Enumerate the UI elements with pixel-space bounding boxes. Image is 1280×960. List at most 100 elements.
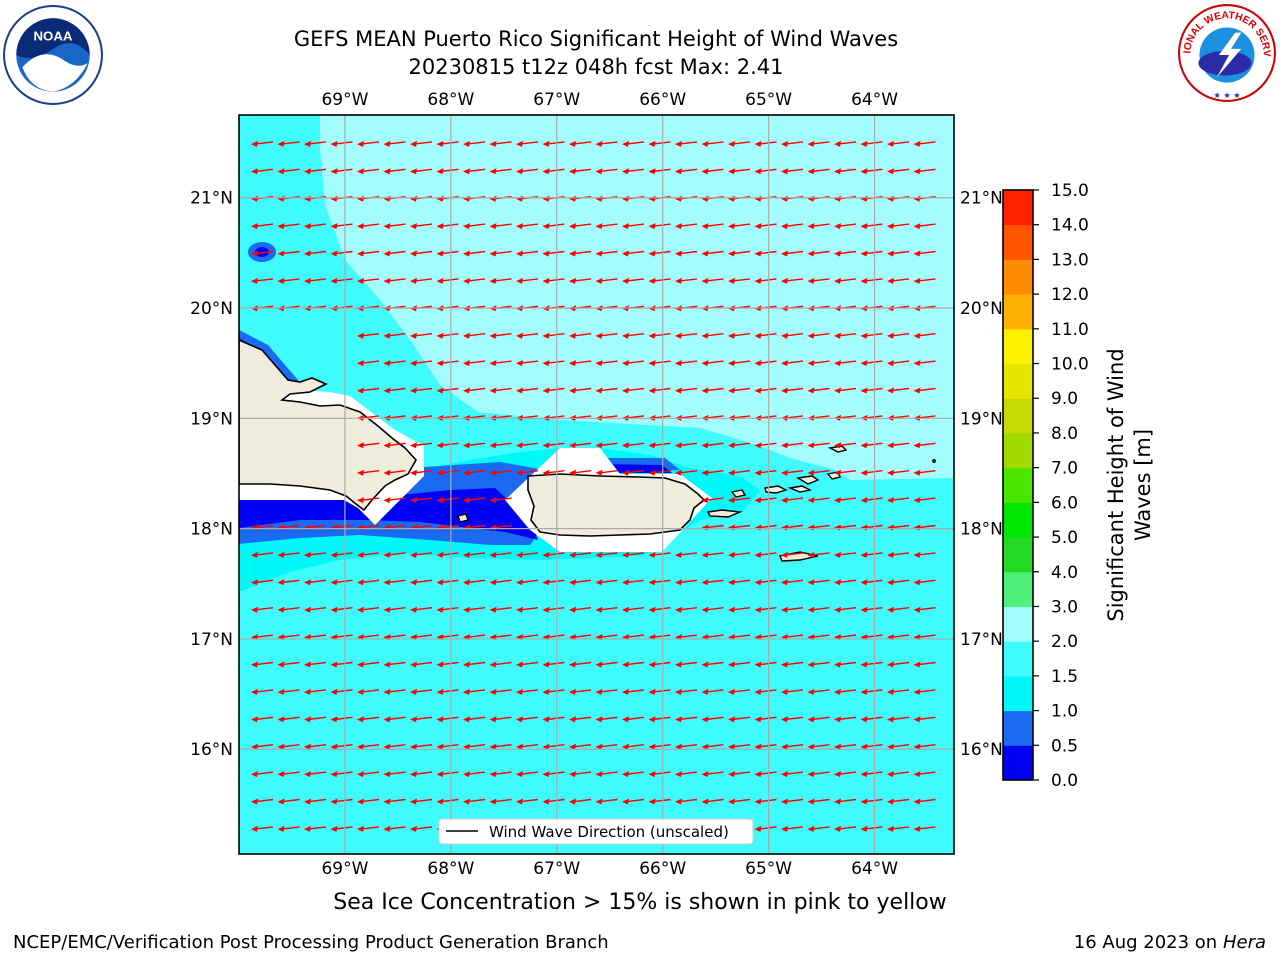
wind-arrow [913,579,936,586]
wind-arrow [754,497,777,504]
wind-arrow [277,250,300,257]
wind-arrow [569,332,592,339]
wind-arrow [595,771,618,778]
wind-arrow [781,223,804,230]
wind-arrow [595,743,618,750]
wind-arrow [595,223,618,230]
wind-arrow [357,442,380,449]
wind-arrow [860,168,883,175]
wind-arrow [754,469,777,476]
wind-arrow [834,661,857,668]
wind-arrow [251,140,274,147]
wind-arrow [410,579,433,586]
wind-arrow [436,606,459,613]
colorbar-band-15 [1003,224,1033,260]
wind-arrow [463,168,486,175]
wind-arrow [887,387,910,394]
wind-arrow [887,798,910,805]
wind-arrow [807,551,830,558]
wind-arrow [595,250,618,257]
wind-arrow [754,250,777,257]
wind-arrow [304,140,327,147]
wind-arrow [357,743,380,750]
wind-arrow [489,606,512,613]
graticule [239,115,954,854]
wind-arrow [675,168,698,175]
wind-arrow [410,743,433,750]
colorbar-tick-label-17: 15.0 [1051,181,1089,201]
wind-arrow [542,442,565,449]
wind-arrow [410,277,433,284]
wind-arrow [383,360,406,367]
wind-arrow [675,661,698,668]
wind-arrow [648,442,671,449]
wind-arrow [436,771,459,778]
wind-arrow [330,551,353,558]
wind-arrow [648,223,671,230]
wind-arrow [569,798,592,805]
wind-arrow [463,551,486,558]
wind-arrow [595,360,618,367]
wind-arrow [754,716,777,723]
colorbar-tick-label-8: 6.0 [1051,493,1078,513]
wind-arrow [410,140,433,147]
lon-label-bottom-5: 64°W [851,859,898,879]
wind-arrow [834,798,857,805]
wind-arrow [887,140,910,147]
wind-arrow [569,469,592,476]
wind-arrow [807,250,830,257]
lat-label-right-4: 17°N [960,630,1003,650]
wind-arrow [622,223,645,230]
wind-arrow [622,277,645,284]
lon-label-top-5: 64°W [851,90,898,110]
colorbar-tick-label-4: 2.0 [1051,632,1078,652]
wind-arrow [357,223,380,230]
lat-label-left-5: 16°N [190,740,233,760]
wind-arrow [569,277,592,284]
wind-arrow [701,771,724,778]
colorbar-tick-label-16: 14.0 [1051,216,1089,236]
wind-arrow [436,360,459,367]
colorbar: 0.0 0.5 1.0 1.5 2.0 3.0 4.0 5.0 6.0 7.0 8.0 9.0 10.0… [1002,181,1089,791]
wind-arrow [728,223,751,230]
wind-arrow [781,442,804,449]
wind-arrow [489,798,512,805]
wind-arrow [781,771,804,778]
wind-arrow [463,140,486,147]
wind-arrow [913,223,936,230]
wind-arrow [304,661,327,668]
lat-label-right-3: 18°N [960,520,1003,540]
wind-arrow [728,168,751,175]
wind-arrow [834,140,857,147]
wind-arrow [542,469,565,476]
colorbar-tick-label-6: 4.0 [1051,563,1078,583]
wind-arrow [251,551,274,558]
wind-arrow [410,798,433,805]
wind-arrow [622,743,645,750]
wind-arrow [913,551,936,558]
wind-arrow [675,579,698,586]
wind-arrow [807,798,830,805]
wind-arrow [807,716,830,723]
wind-arrow [304,168,327,175]
wind-arrow [781,825,804,832]
wind-arrow [542,250,565,257]
plot-frame [238,114,955,855]
wind-arrow [834,332,857,339]
wind-arrow [675,387,698,394]
colorbar-band-5 [1003,571,1033,607]
wind-arrow [648,469,671,476]
wind-arrow [330,277,353,284]
colorbar-band-13 [1003,294,1033,330]
wind-arrow [834,387,857,394]
wind-arrow [701,250,724,257]
wind-arrow [542,387,565,394]
wind-arrow [622,551,645,558]
wind-arrow [648,798,671,805]
machine-name: Hera [1222,932,1266,953]
wind-arrow [675,442,698,449]
wind-arrow [383,743,406,750]
colorbar-frame [1002,189,1034,781]
wind-arrow [675,798,698,805]
wind-arrow [728,250,751,257]
